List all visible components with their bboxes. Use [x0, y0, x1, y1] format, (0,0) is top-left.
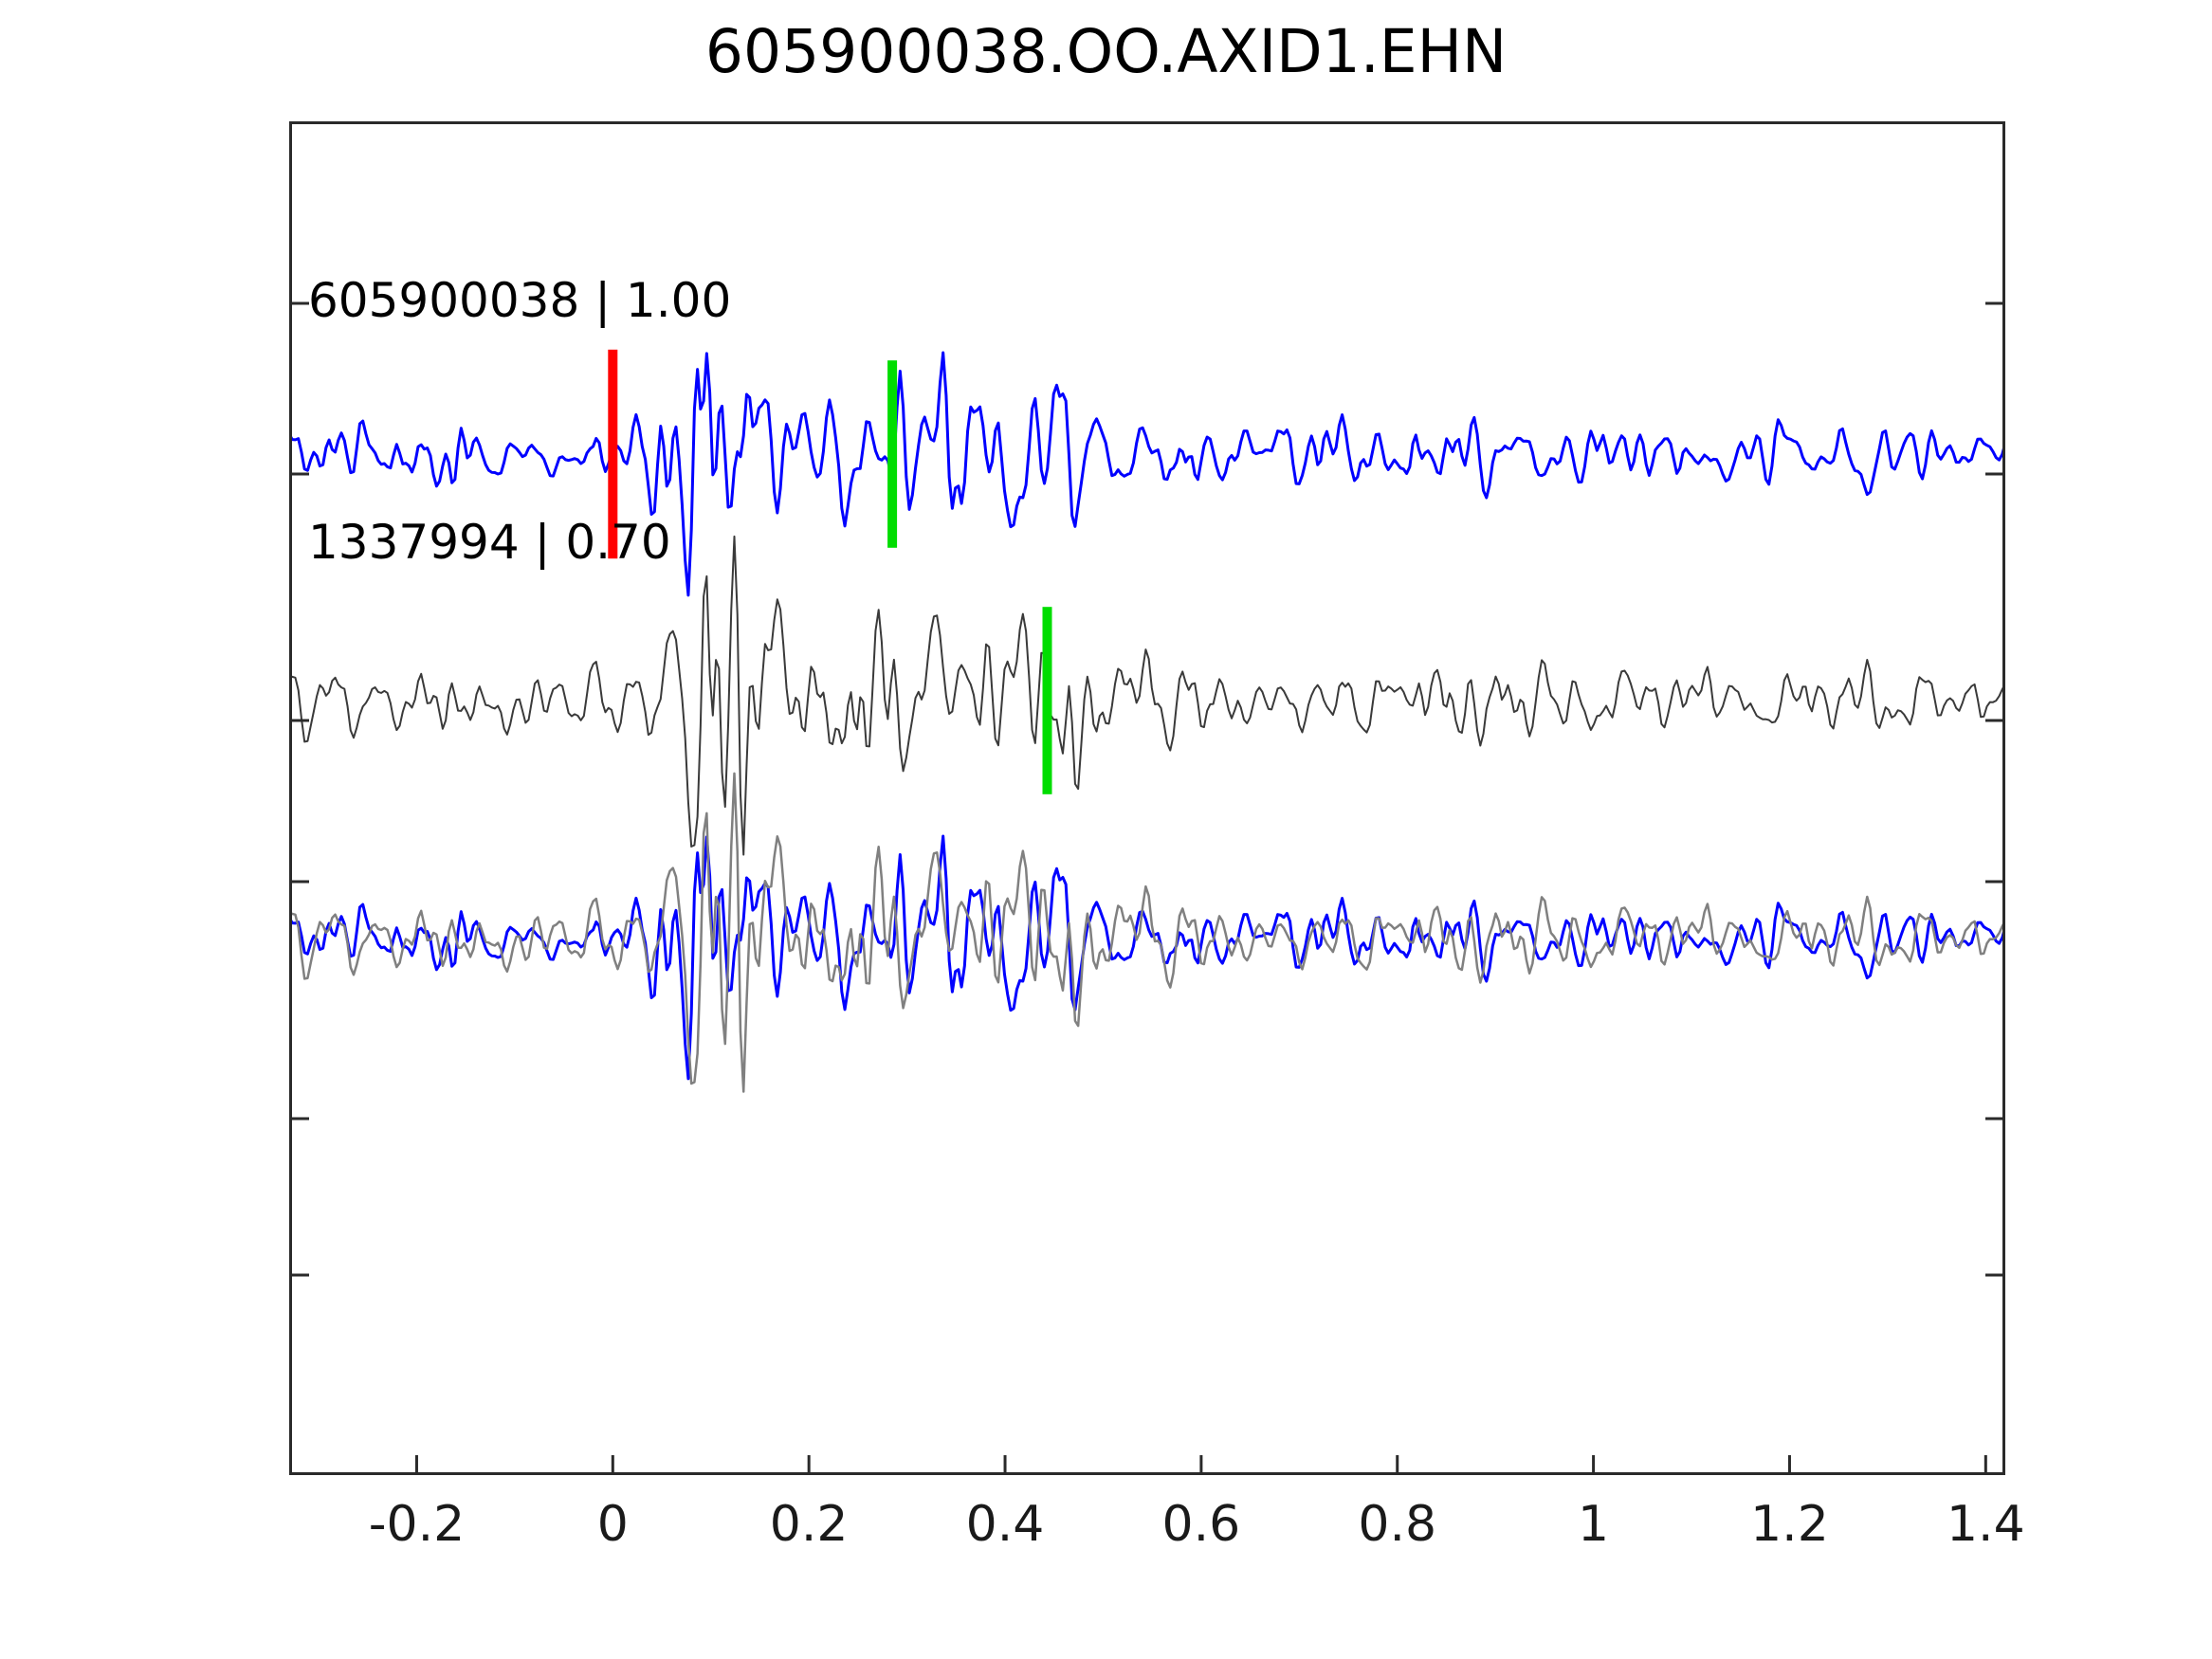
- p-pick-marker: [608, 349, 618, 559]
- x-axis-tick-label: 0: [596, 1496, 629, 1553]
- waveform-trace: [289, 351, 2005, 597]
- trace-label: 605900038 | 1.00: [308, 273, 732, 328]
- s-pick-marker: [887, 360, 898, 548]
- waveform-trace: [289, 772, 2005, 1093]
- waveform-trace: [289, 834, 2005, 1081]
- plot-area: [289, 121, 2005, 1475]
- page-title: 605900038.OO.AXID1.EHN: [704, 17, 1508, 86]
- x-axis-tick-label: 0.2: [769, 1496, 849, 1553]
- x-axis-tick-label: 0.8: [1358, 1496, 1437, 1553]
- x-axis-tick-label: 1.4: [1946, 1496, 2025, 1553]
- axes-frame: [289, 121, 2005, 1475]
- x-axis-tick-label: 0.4: [965, 1496, 1045, 1553]
- x-axis-tick-label: 1.2: [1750, 1496, 1829, 1553]
- axes-spine: [289, 121, 2005, 1475]
- x-axis-tick-label: 1: [1578, 1496, 1610, 1553]
- x-axis-tick-label: -0.2: [368, 1496, 466, 1553]
- trace-label: 1337994 | 0.70: [308, 515, 671, 570]
- waveform-trace: [289, 535, 2005, 856]
- s-pick-marker: [1042, 607, 1052, 794]
- pick-markers-group: [608, 349, 1052, 794]
- x-axis-tick-label: 0.6: [1161, 1496, 1241, 1553]
- traces-group: [289, 351, 2005, 1093]
- waveform-canvas: [289, 121, 2005, 1475]
